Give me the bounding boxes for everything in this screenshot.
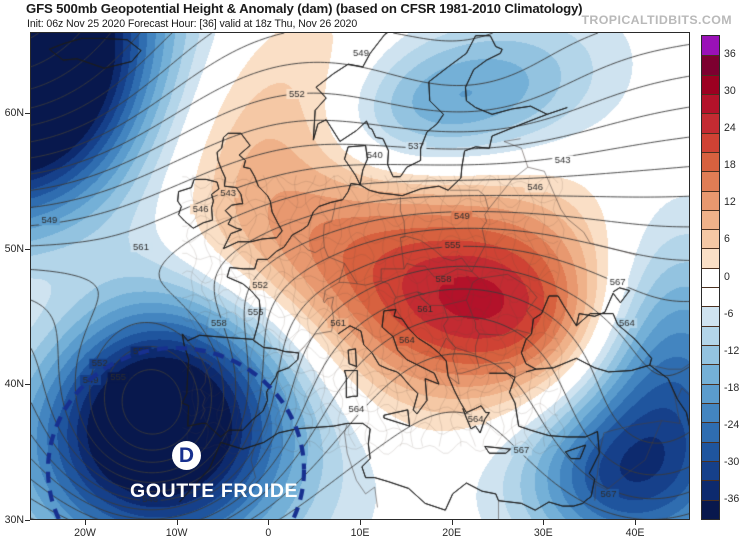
colorbar-tick-label: 30 <box>724 84 736 97</box>
colorbar-swatch <box>702 151 719 172</box>
colorbar-swatch <box>702 113 719 133</box>
colorbar-swatch <box>702 306 719 326</box>
x-axis-label: 10W <box>165 527 188 539</box>
y-axis-tick <box>25 520 30 521</box>
annotation-label: GOUTTE FROIDE <box>130 480 299 502</box>
colorbar-tick-label: 24 <box>724 121 736 134</box>
colorbar-tick-label: 6 <box>724 233 730 246</box>
colorbar-tick-label: 12 <box>724 196 736 209</box>
map-plot-area: D GOUTTE FROIDE <box>30 32 690 520</box>
colorbar-swatch <box>702 345 719 365</box>
anomaly-colorbar <box>701 35 720 520</box>
y-axis-label: 30N <box>4 514 24 526</box>
colorbar-tick-label: -18 <box>724 381 740 394</box>
colorbar-swatch <box>702 132 719 152</box>
colorbar-swatch <box>702 74 719 94</box>
colorbar-tick-label: -30 <box>724 456 740 469</box>
y-axis-tick <box>25 384 30 386</box>
x-axis-tick <box>451 520 453 525</box>
y-axis-tick <box>25 113 30 115</box>
low-pressure-marker: D <box>172 441 201 470</box>
x-axis-label: 0 <box>265 527 272 539</box>
colorbar-swatch <box>702 55 719 75</box>
colorbar-swatch <box>702 229 719 249</box>
x-axis-label: 40E <box>625 527 645 539</box>
colorbar-tick-label: 36 <box>724 47 736 60</box>
y-axis-label: 40N <box>4 378 24 391</box>
page-title: GFS 500mb Geopotential Height & Anomaly … <box>26 1 583 16</box>
colorbar-swatch <box>702 267 719 288</box>
x-axis-tick <box>635 520 636 525</box>
x-axis-label: 30E <box>533 527 553 539</box>
x-axis-tick <box>85 520 86 525</box>
watermark: TROPICALTIDBITS.COM <box>581 13 732 27</box>
colorbar-swatch <box>702 36 719 56</box>
y-axis-label: 60N <box>4 107 24 120</box>
colorbar-swatch <box>702 287 719 307</box>
colorbar-tick-label: -36 <box>724 493 740 506</box>
x-axis-label: 10E <box>350 527 370 539</box>
colorbar-swatch <box>702 383 719 403</box>
colorbar-swatch <box>702 460 719 481</box>
colorbar-tick-label: 18 <box>724 159 736 172</box>
x-axis-tick <box>543 520 545 525</box>
colorbar-swatch <box>702 441 719 461</box>
map-canvas <box>31 33 689 519</box>
colorbar-swatch <box>702 422 719 442</box>
x-axis-tick <box>360 520 361 525</box>
colorbar-swatch <box>702 93 719 114</box>
colorbar-swatch <box>702 364 719 384</box>
y-axis-label: 50N <box>4 242 24 255</box>
colorbar-swatch <box>702 325 719 345</box>
y-axis-tick <box>25 248 30 250</box>
colorbar-tick-label: -6 <box>724 307 734 320</box>
x-axis-label: 20E <box>442 527 462 539</box>
colorbar-swatch <box>702 499 719 519</box>
colorbar-swatch <box>702 209 719 230</box>
colorbar-swatch <box>702 402 719 423</box>
colorbar-swatch <box>702 480 719 500</box>
colorbar-swatch <box>702 248 719 268</box>
colorbar-swatch <box>702 190 719 210</box>
colorbar-swatch <box>702 171 719 191</box>
x-axis-tick <box>268 520 270 525</box>
colorbar-tick-label: -12 <box>724 344 740 357</box>
x-axis-tick <box>176 520 178 525</box>
colorbar-tick-label: -24 <box>724 419 740 432</box>
x-axis-label: 20W <box>74 527 96 539</box>
colorbar-tick-label: 0 <box>724 270 730 283</box>
page-subtitle: Init: 06z Nov 25 2020 Forecast Hour: [36… <box>27 18 358 30</box>
